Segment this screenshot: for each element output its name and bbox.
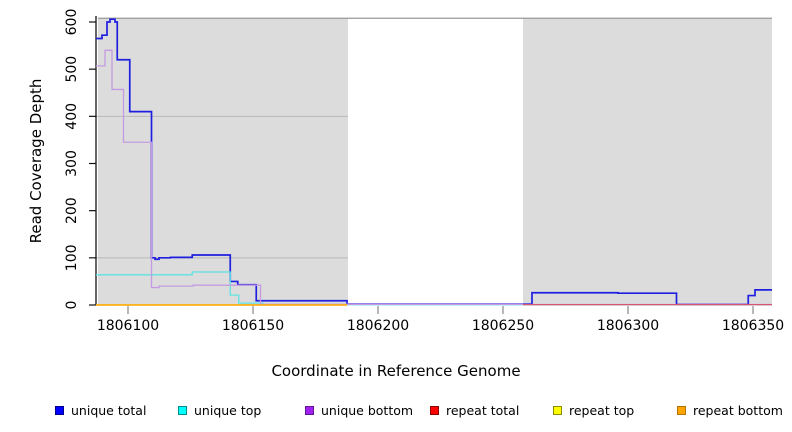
- legend-item-unique-total: unique total: [55, 401, 146, 419]
- x-tick-label-1806300: 1806300: [597, 318, 659, 334]
- y-tick-label-400: 400: [64, 103, 80, 130]
- legend-swatch-repeat-top: [553, 405, 562, 415]
- shaded-region-2: [523, 18, 772, 306]
- legend-item-repeat-bottom: repeat bottom: [677, 401, 783, 419]
- legend-item-unique-bottom: unique bottom: [305, 401, 413, 419]
- x-tick-label-1806200: 1806200: [347, 318, 409, 334]
- y-tick-label-600: 600: [64, 9, 80, 36]
- legend-swatch-unique-total: [55, 405, 64, 415]
- legend-item-repeat-top: repeat top: [553, 401, 634, 419]
- y-tick-label-200: 200: [64, 197, 80, 224]
- legend-label-repeat-total: repeat total: [446, 402, 520, 418]
- shaded-region-1: [98, 18, 348, 306]
- legend-label-unique-total: unique total: [71, 402, 147, 418]
- y-tick-label-300: 300: [64, 150, 80, 177]
- y-axis-title: Read Coverage Depth: [27, 78, 45, 244]
- legend-item-repeat-total: repeat total: [430, 401, 519, 419]
- legend-item-unique-top: unique top: [178, 401, 261, 419]
- legend-label-repeat-bottom: repeat bottom: [693, 402, 783, 418]
- legend-label-repeat-top: repeat top: [569, 402, 635, 418]
- x-tick-label-1806100: 1806100: [97, 318, 159, 334]
- legend: unique total unique top unique bottom repea…: [0, 401, 792, 423]
- legend-label-unique-top: unique top: [194, 402, 262, 418]
- legend-swatch-repeat-total: [430, 405, 439, 415]
- x-tick-label-1806250: 1806250: [472, 318, 534, 334]
- y-tick-label-0: 0: [64, 301, 80, 310]
- legend-swatch-repeat-bottom: [677, 405, 686, 415]
- series-unique-total: [96, 18, 772, 306]
- x-tick-label-1806150: 1806150: [222, 318, 284, 334]
- legend-label-unique-bottom: unique bottom: [321, 402, 414, 418]
- legend-swatch-unique-bottom: [305, 405, 314, 415]
- x-tick-label-1806350: 1806350: [722, 318, 784, 334]
- x-axis-title: Coordinate in Reference Genome: [271, 362, 521, 380]
- legend-swatch-unique-top: [178, 405, 187, 415]
- y-tick-label-100: 100: [64, 244, 80, 271]
- y-tick-label-500: 500: [64, 56, 80, 83]
